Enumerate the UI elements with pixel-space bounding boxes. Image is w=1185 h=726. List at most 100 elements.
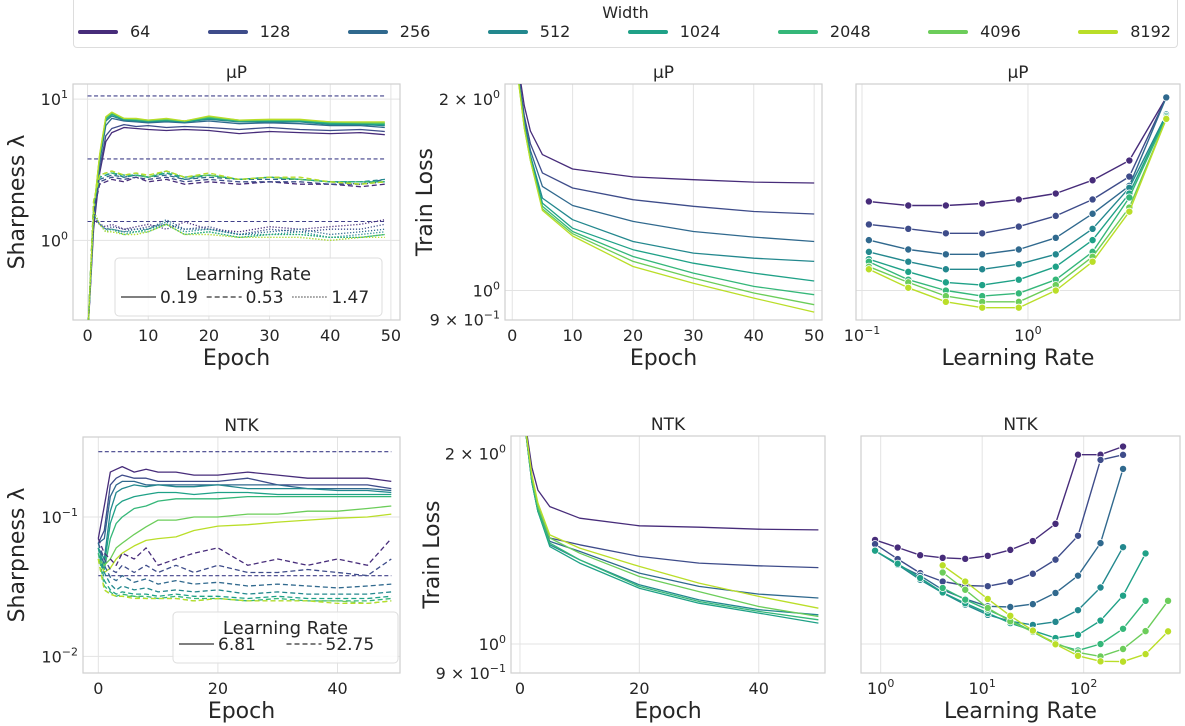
data-point-8192 (1096, 657, 1105, 666)
legend-label: 2048 (829, 22, 871, 41)
data-point-2048 (1014, 289, 1023, 298)
x-tick-label: 50 (381, 326, 401, 345)
y-tick-label: 9 × 10−1 (430, 309, 500, 330)
legend-box (172, 611, 399, 664)
data-point-256 (904, 245, 913, 254)
x-tick-label: 100 (1014, 324, 1041, 345)
data-point-1024 (941, 278, 950, 287)
data-point-128 (941, 229, 950, 238)
data-point-64 (1014, 195, 1023, 204)
series-line-128 (874, 454, 1124, 587)
x-tick-label: 40 (749, 679, 769, 698)
data-point-512 (1051, 617, 1060, 626)
data-point-128 (1028, 569, 1037, 578)
data-point-512 (978, 265, 987, 274)
data-point-64 (938, 553, 947, 562)
width-legend-entry-4096: 4096 (928, 22, 1021, 41)
legend-label: 6.81 (218, 635, 256, 655)
data-point-64 (978, 199, 987, 208)
legend-label: 1024 (679, 22, 721, 41)
series-line-128-lr-0.19 (87, 123, 385, 320)
data-point-8192 (1051, 640, 1060, 649)
data-point-64 (983, 551, 992, 560)
x-tick-label: 0 (515, 679, 525, 698)
data-point-2048 (1119, 624, 1128, 633)
data-point-512 (864, 247, 873, 256)
data-point-4096 (938, 568, 947, 577)
series-line-4096-lr-6.81 (97, 505, 392, 566)
x-axis-label: Epoch (630, 346, 697, 371)
data-point-8192 (961, 577, 970, 586)
data-point-64 (904, 201, 913, 210)
x-tick-label: 20 (623, 326, 643, 345)
plot-area (97, 451, 392, 605)
data-point-256 (941, 250, 950, 259)
data-point-8192 (1119, 657, 1128, 666)
data-point-1024 (1014, 275, 1023, 284)
y-tick-label: 10−2 (41, 645, 78, 666)
y-axis-label: Train Loss (413, 148, 438, 257)
data-point-128 (1006, 577, 1015, 586)
series-line-8192-lr-1.47 (87, 210, 385, 320)
series-line-8192 (518, 84, 815, 313)
data-point-64 (864, 197, 873, 206)
data-point-256 (1051, 233, 1060, 242)
series-line-128-lr-52.75 (97, 542, 392, 577)
axes-frame (504, 83, 823, 321)
data-point-128 (983, 582, 992, 591)
width-legend-entry-8192: 8192 (1078, 22, 1171, 41)
x-tick-label: 20 (199, 326, 219, 345)
legend-label: 1.47 (331, 288, 369, 308)
series-line-1024-lr-52.75 (97, 547, 392, 600)
data-point-128 (1119, 450, 1128, 459)
data-point-256 (1119, 464, 1128, 473)
data-point-4096 (961, 585, 970, 594)
data-point-4096 (1119, 645, 1128, 654)
width-legend-entries: 64 128 256 512 1024 2048 4096 8192 (78, 22, 1171, 41)
legend-label: 64 (130, 22, 151, 41)
series-line-512-lr-1.47 (87, 210, 385, 320)
legend-swatch (1078, 29, 1119, 34)
x-tick-label: 20 (629, 679, 649, 698)
x-tick-label: 10−1 (844, 324, 881, 345)
legend-label: 256 (399, 22, 431, 41)
data-point-256 (1006, 603, 1015, 612)
data-point-256 (864, 236, 873, 245)
axes-frame (855, 83, 1181, 321)
series-line-256-lr-52.75 (97, 542, 392, 589)
y-tick-label: 10−1 (41, 506, 78, 527)
data-point-8192 (1073, 651, 1082, 660)
series-line-128-lr-6.81 (97, 474, 392, 544)
data-point-4096 (983, 603, 992, 612)
series-line-256 (525, 436, 819, 599)
series-line-8192-lr-6.81 (97, 513, 392, 574)
data-point-128 (1096, 455, 1105, 464)
width-legend-entry-2048: 2048 (777, 22, 871, 41)
legend-swatch (78, 29, 118, 34)
data-point-8192 (904, 283, 913, 292)
data-point-256 (1028, 600, 1037, 609)
data-point-512 (904, 257, 913, 266)
data-point-1024 (1088, 236, 1097, 245)
width-legend-entry-256: 256 (347, 22, 431, 41)
x-tick-label: 30 (683, 326, 703, 345)
series-line-64 (520, 84, 815, 184)
data-point-2048 (938, 583, 947, 592)
y-tick-label: 100 (473, 280, 500, 301)
series-line-256 (868, 97, 1167, 255)
data-point-256 (1051, 588, 1060, 597)
series-line-512-lr-52.75 (97, 547, 392, 595)
axes-frame (72, 83, 401, 321)
data-point-8192 (938, 561, 947, 570)
axes-frame (510, 435, 826, 674)
legend-label: 512 (539, 22, 571, 41)
x-tick-label: 0 (93, 679, 103, 698)
data-point-256 (1162, 93, 1171, 102)
data-point-1024 (893, 559, 902, 568)
series-line-128-lr-1.47 (87, 214, 385, 320)
data-point-256 (1073, 571, 1082, 580)
data-point-1024 (916, 574, 925, 583)
data-point-4096 (1141, 627, 1150, 636)
width-legend-entry-64: 64 (78, 22, 150, 41)
data-point-8192 (1006, 611, 1015, 620)
